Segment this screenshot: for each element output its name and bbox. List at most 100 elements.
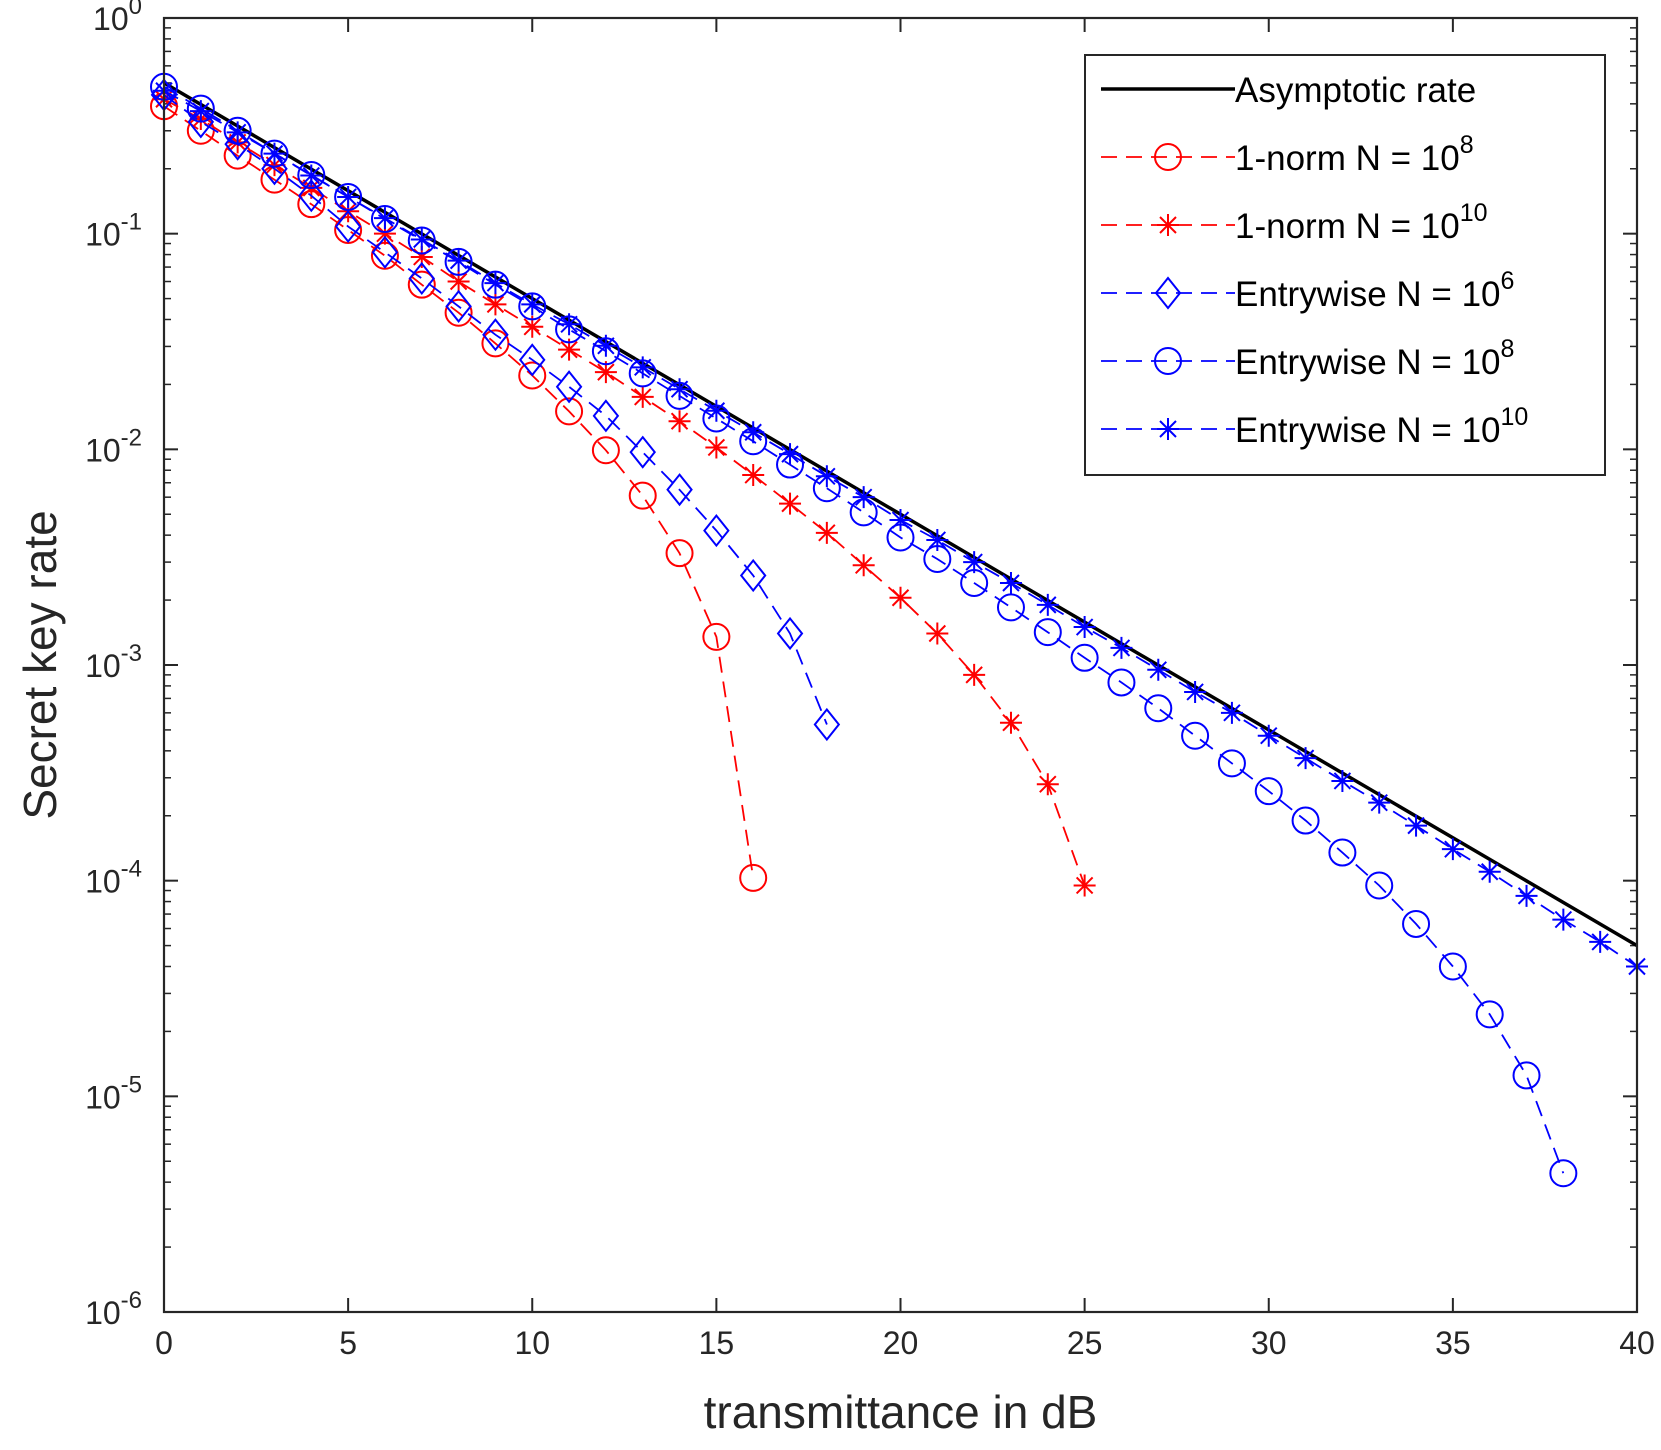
data-point — [1552, 908, 1575, 931]
series-layer — [150, 72, 1648, 1188]
x-tick-label: 25 — [1067, 1325, 1103, 1361]
legend-entry: Asymptotic rate — [1101, 71, 1476, 110]
data-point — [889, 509, 912, 532]
data-point — [263, 154, 286, 177]
data-point — [1438, 952, 1467, 981]
x-tick-label: 20 — [883, 1325, 919, 1361]
data-point — [334, 209, 362, 244]
data-point — [555, 397, 584, 426]
y-tick-label: 10-3 — [85, 640, 142, 684]
data-point — [594, 361, 617, 384]
data-point — [815, 521, 838, 544]
data-point — [1217, 749, 1246, 778]
data-point — [300, 164, 323, 187]
data-point — [410, 245, 433, 268]
data-point — [521, 293, 544, 316]
data-point — [1368, 791, 1391, 814]
data-point — [705, 436, 728, 459]
x-tick-label: 0 — [155, 1325, 173, 1361]
axes-box — [162, 16, 1639, 1314]
legend-entry: 1-norm N = 1010 — [1101, 199, 1488, 246]
data-point — [668, 378, 691, 401]
data-point — [1254, 777, 1283, 806]
data-point — [445, 289, 472, 323]
legend-label: Entrywise N = 1010 — [1235, 403, 1528, 450]
data-point — [1331, 769, 1354, 792]
data-point — [521, 315, 544, 338]
series-line — [163, 94, 828, 725]
data-point — [447, 249, 470, 272]
legend-label: Entrywise N = 106 — [1235, 267, 1514, 314]
data-point — [702, 622, 731, 651]
data-point — [999, 711, 1022, 734]
y-tick-label: 10-6 — [85, 1287, 142, 1331]
data-point — [739, 558, 767, 593]
y-tick-label: 10-4 — [85, 856, 142, 900]
data-point — [1033, 618, 1062, 647]
data-point — [558, 313, 581, 336]
x-tick-label: 15 — [699, 1325, 735, 1361]
data-point — [481, 270, 510, 299]
data-point — [852, 486, 875, 509]
data-point — [815, 465, 838, 488]
legend-box — [1084, 54, 1606, 476]
data-point — [668, 410, 691, 433]
x-axis-label: transmittance in dB — [704, 1386, 1098, 1438]
data-point — [742, 421, 765, 444]
legend-marker — [1157, 214, 1179, 236]
data-point — [739, 863, 768, 892]
data-point — [631, 356, 654, 379]
data-point — [407, 226, 436, 255]
data-point — [484, 272, 507, 295]
data-point — [373, 207, 396, 230]
data-point — [334, 182, 363, 211]
data-point — [742, 464, 765, 487]
x-tick-label: 10 — [514, 1325, 550, 1361]
legend-label: 1-norm N = 108 — [1235, 131, 1474, 178]
y-tick-label: 10-1 — [85, 209, 142, 253]
data-point — [1589, 930, 1612, 953]
data-point — [1294, 747, 1317, 770]
data-point — [999, 572, 1022, 595]
data-point — [1144, 694, 1173, 723]
data-point — [558, 338, 581, 361]
data-point — [1110, 636, 1133, 659]
data-point — [926, 622, 949, 645]
data-point — [1036, 773, 1059, 796]
legend-marker — [1157, 418, 1179, 440]
data-point — [779, 492, 802, 515]
data-point — [1181, 721, 1210, 750]
data-point — [594, 334, 617, 357]
data-point — [665, 539, 694, 568]
data-point — [189, 100, 212, 123]
data-point — [1291, 806, 1320, 835]
data-point — [631, 385, 654, 408]
data-point — [298, 179, 325, 213]
data-point — [926, 528, 949, 551]
data-point — [1073, 616, 1096, 639]
x-tick-label: 40 — [1619, 1325, 1655, 1361]
data-point — [297, 161, 326, 190]
data-point — [1515, 884, 1538, 907]
x-axis-ticks: 0 5 10 15 20 25 30 35 40 — [155, 18, 1655, 1361]
legend-marker — [1154, 276, 1182, 310]
data-point — [1549, 1159, 1578, 1188]
data-point — [666, 473, 693, 507]
data-point — [1070, 643, 1099, 672]
data-point — [444, 298, 473, 327]
data-point — [996, 593, 1025, 622]
x-tick-label: 5 — [339, 1325, 357, 1361]
data-point — [1441, 838, 1464, 861]
x-tick-label: 35 — [1435, 1325, 1471, 1361]
data-point — [1107, 668, 1136, 697]
data-point — [407, 270, 436, 299]
data-point — [408, 261, 436, 296]
data-point — [1036, 593, 1059, 616]
data-point — [260, 139, 289, 168]
y-tick-label: 10-5 — [85, 1071, 142, 1115]
y-tick-label: 10-2 — [85, 424, 142, 468]
data-point — [1328, 838, 1357, 867]
data-point — [963, 663, 986, 686]
data-point — [1365, 871, 1394, 900]
